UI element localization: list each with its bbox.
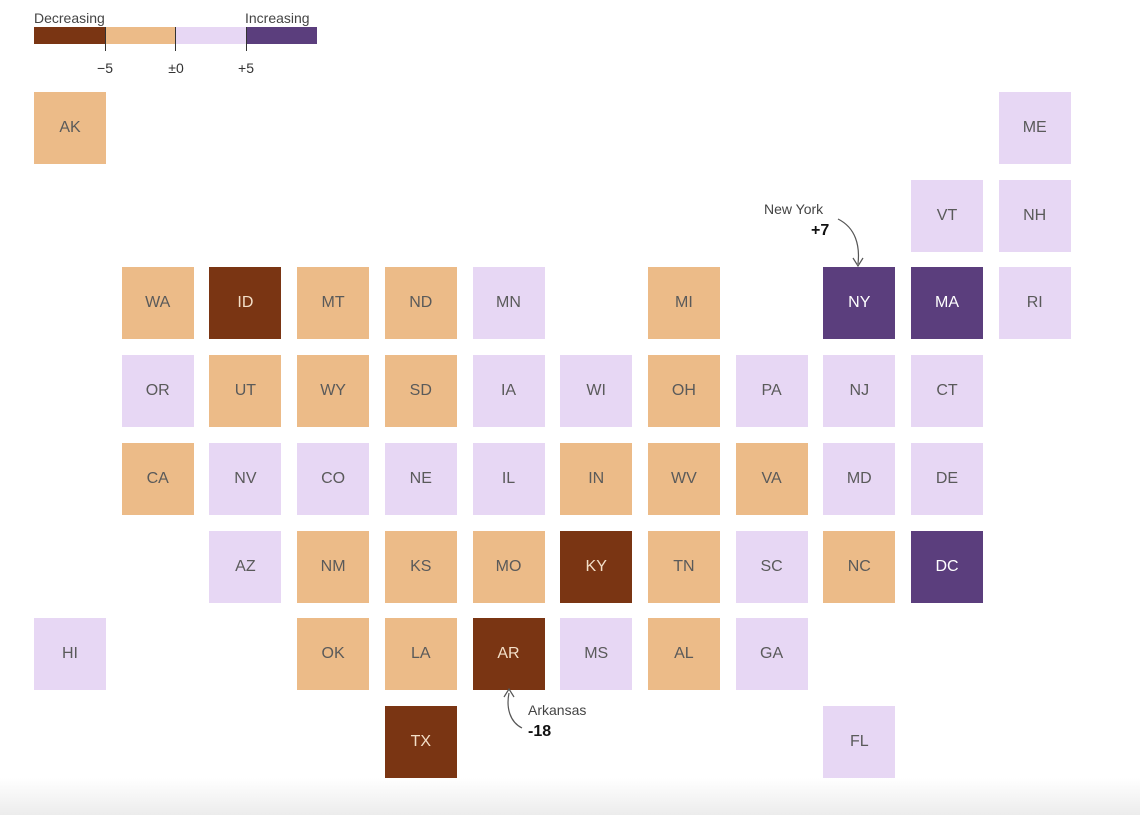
arkansas-arrow [507,692,523,729]
state-tile-ct: CT [911,355,983,428]
state-tile-ga: GA [735,618,808,691]
state-tile-vt: VT [911,179,983,252]
arkansas-annotation-value: -18 [528,723,552,740]
state-tile-mn: MN [472,267,545,340]
state-tile-md: MD [823,442,896,515]
state-tile-ca: CA [121,442,194,515]
legend-ticklabel-minus5: −5 [97,60,113,76]
state-tile-wi: WI [560,355,633,428]
state-tile-nm: NM [297,530,370,603]
state-tile-az: AZ [209,530,282,603]
arkansas-arrowhead [503,687,515,698]
state-tile-dc: DC [911,530,983,603]
state-tile-sc: SC [735,530,808,603]
state-tile-ut: UT [209,355,282,428]
state-tile-nd: ND [384,267,457,340]
legend-swatch-strong-decrease [34,27,105,44]
state-tile-la: LA [384,618,457,691]
state-tile-ne: NE [384,442,457,515]
new-york-arrow [837,218,860,265]
state-tile-ms: MS [560,618,633,691]
state-tile-mt: MT [297,267,370,340]
state-tile-fl: FL [823,705,896,778]
legend-tick-plus5 [246,27,247,51]
state-tile-ri: RI [998,267,1071,340]
state-tile-ma: MA [911,267,983,340]
state-tile-sd: SD [384,355,457,428]
legend-ticklabel-plus5: +5 [238,60,254,76]
state-tile-oh: OH [647,355,720,428]
legend-swatch-increase [176,27,246,44]
state-tile-tx: TX [384,705,457,778]
legend-decreasing-label: Decreasing [34,10,105,26]
state-tile-nc: NC [823,530,896,603]
state-tile-nj: NJ [823,355,896,428]
state-tile-ar: AR [472,618,545,691]
state-tile-me: ME [998,92,1071,164]
state-tile-ny: NY [823,267,896,340]
state-tile-il: IL [472,442,545,515]
legend-swatch-strong-increase [246,27,317,44]
state-tile-ky: KY [560,530,633,603]
state-tile-in: IN [560,442,633,515]
state-tile-ks: KS [384,530,457,603]
state-tile-co: CO [297,442,370,515]
state-tile-nh: NH [998,179,1071,252]
state-tile-nv: NV [209,442,282,515]
legend-ticklabel-zero: ±0 [168,60,184,76]
legend-tick-zero [175,27,176,51]
bottom-fade-bar [0,778,1140,815]
new-york-annotation-value: +7 [811,222,830,239]
state-tile-tn: TN [647,530,720,603]
state-tile-wa: WA [121,267,194,340]
arkansas-annotation-name: Arkansas [528,702,587,718]
state-tile-hi: HI [34,618,106,691]
state-tile-va: VA [735,442,808,515]
state-tile-ia: IA [472,355,545,428]
state-tile-mi: MI [647,267,720,340]
new-york-arrowhead [852,257,864,268]
state-tile-mo: MO [472,530,545,603]
legend-tick-minus5 [105,27,106,51]
state-tile-ak: AK [34,92,106,164]
state-tile-al: AL [647,618,720,691]
state-tile-wv: WV [647,442,720,515]
state-tile-pa: PA [735,355,808,428]
state-tile-de: DE [911,442,983,515]
state-tile-or: OR [121,355,194,428]
state-tile-wy: WY [297,355,370,428]
legend-swatch-decrease [105,27,176,44]
state-tile-ok: OK [297,618,370,691]
legend-increasing-label: Increasing [245,10,310,26]
state-tile-id: ID [209,267,282,340]
new-york-annotation-name: New York [764,201,824,217]
